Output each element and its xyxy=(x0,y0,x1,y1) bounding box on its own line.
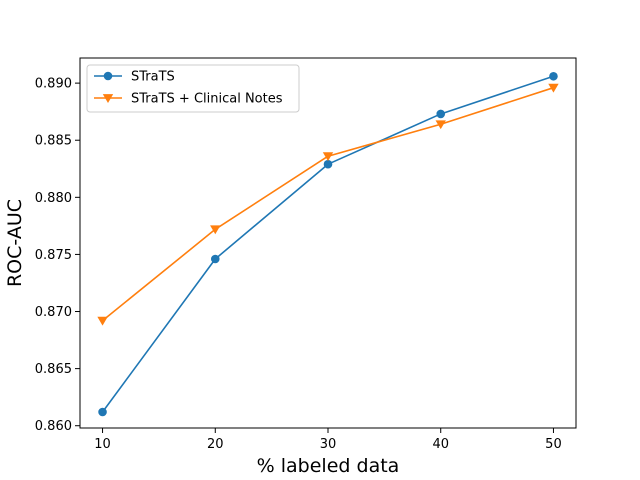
y-tick-label: 0.890 xyxy=(35,77,72,92)
x-axis-title: % labeled data xyxy=(257,455,400,477)
y-tick-label: 0.865 xyxy=(35,362,72,377)
y-tick-label: 0.870 xyxy=(35,305,72,320)
data-point xyxy=(322,152,334,162)
data-point xyxy=(97,316,108,326)
legend-items: STraTS STraTS + Clinical Notes xyxy=(94,70,283,107)
x-tick-label: 40 xyxy=(432,437,449,452)
data-point xyxy=(549,71,558,81)
y-tick-label: 0.875 xyxy=(35,248,72,263)
x-axis-ticks: 10 20 30 40 50 xyxy=(94,428,562,452)
legend-swatch-marker xyxy=(103,71,113,81)
data-point xyxy=(548,83,559,93)
y-tick-label: 0.860 xyxy=(35,419,72,434)
legend-label: STraTS + Clinical Notes xyxy=(131,92,283,107)
y-axis-ticks: 0.860 0.865 0.870 0.875 0.880 0.885 0.890 xyxy=(35,77,80,434)
legend-label: STraTS xyxy=(131,70,175,85)
y-tick-label: 0.885 xyxy=(35,134,72,149)
data-point xyxy=(323,159,333,169)
x-tick-label: 50 xyxy=(545,437,562,452)
data-point xyxy=(436,109,446,119)
data-point xyxy=(98,407,107,417)
x-tick-label: 30 xyxy=(320,437,337,452)
data-point xyxy=(210,225,221,235)
data-point xyxy=(210,254,220,264)
series-layer xyxy=(97,71,559,417)
x-tick-label: 20 xyxy=(207,437,224,452)
legend-box xyxy=(86,64,300,113)
plot-area xyxy=(80,58,576,428)
plot-frame xyxy=(79,57,577,429)
legend-swatch-marker xyxy=(102,94,114,103)
y-tick-label: 0.880 xyxy=(35,191,72,206)
y-axis-title: ROC-AUC xyxy=(4,199,26,287)
legend: STraTS STraTS + Clinical Notes xyxy=(86,64,300,113)
x-tick-label: 10 xyxy=(94,437,111,452)
data-point xyxy=(435,120,446,130)
